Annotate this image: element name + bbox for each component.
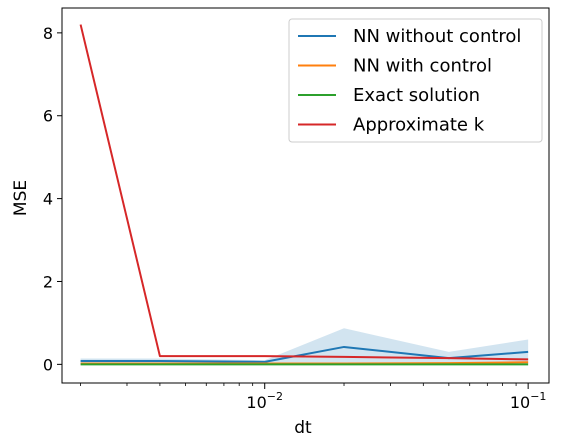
legend-label-3: Approximate k (353, 115, 485, 136)
y-axis-label: MSE (11, 180, 31, 216)
line-series-0 (80, 345, 529, 363)
plot-frame (61, 7, 550, 384)
line-series-3 (79, 24, 529, 361)
x-tick-label-0: 10−2 (246, 390, 283, 412)
legend: NN without control NN with control Exact s… (288, 18, 543, 143)
legend-label-1: NN with control (353, 56, 492, 77)
legend-label-0: NN without control (353, 26, 521, 47)
y-tick-label-8: 8 (43, 24, 53, 43)
x-axis-label: dt (294, 418, 312, 438)
y-tick-label-4: 4 (43, 190, 53, 209)
y-tick-label-2: 2 (43, 272, 53, 291)
series-lines (79, 24, 529, 366)
legend-box (288, 18, 543, 143)
y-tick-label-6: 6 (43, 107, 53, 126)
x-tick-label-1: 10−1 (510, 390, 547, 412)
axes: 0 2 4 6 8 10−2 10−1 (43, 7, 550, 412)
y-tick-label-0: 0 (43, 355, 53, 374)
legend-label-2: Exact solution (353, 85, 480, 106)
